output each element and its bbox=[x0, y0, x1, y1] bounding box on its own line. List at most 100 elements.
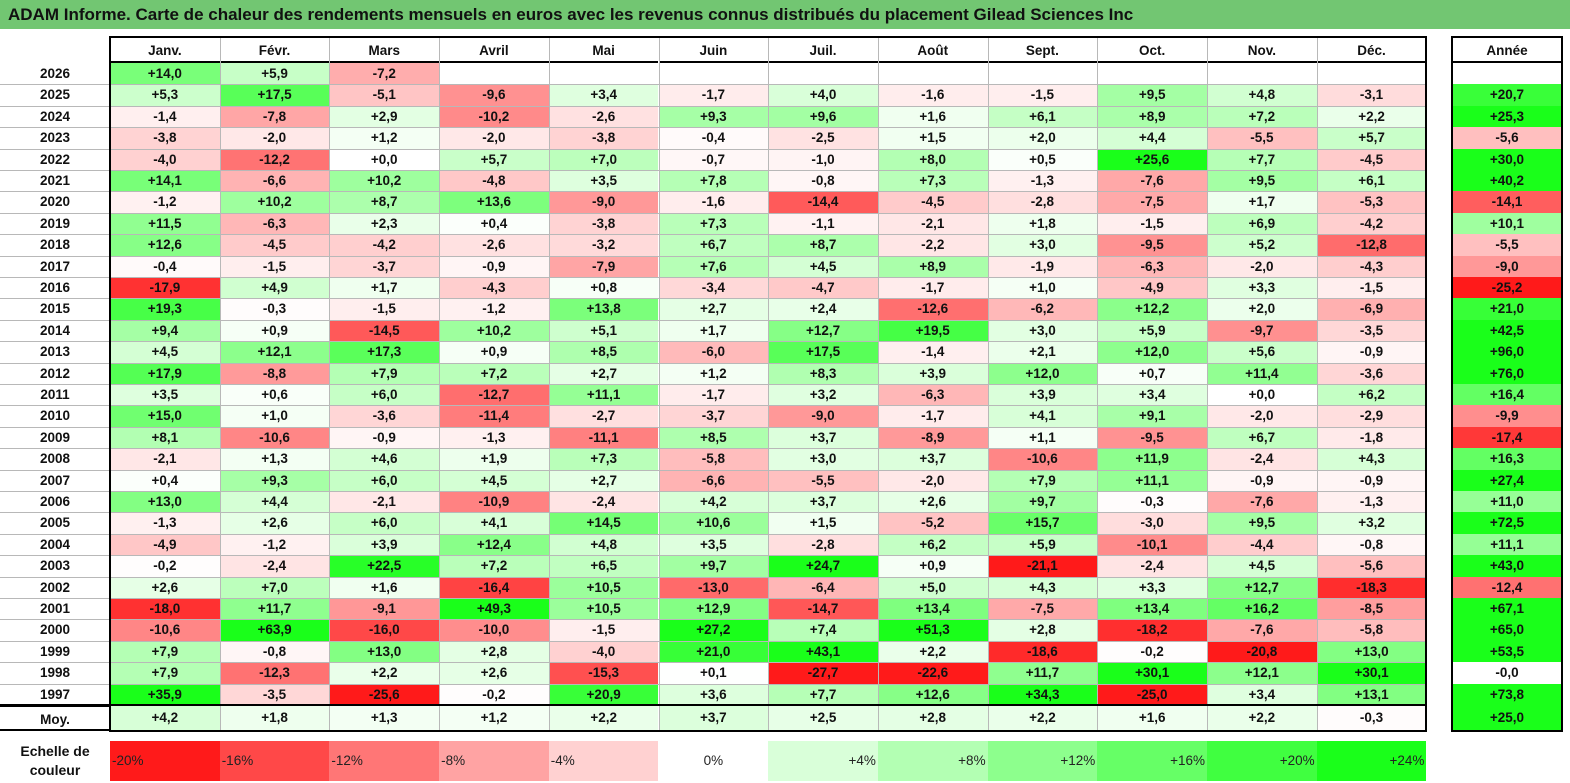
heat-cell: +13,0 bbox=[329, 640, 440, 663]
heat-cell: +11,5 bbox=[110, 212, 220, 235]
heat-cell: +1,5 bbox=[768, 512, 878, 534]
color-scale-swatch: -4% bbox=[548, 741, 659, 781]
heat-cell: +2,1 bbox=[987, 341, 1098, 363]
row-year-label: 2009 bbox=[0, 426, 110, 449]
heat-cell: +12,0 bbox=[987, 362, 1098, 384]
heat-cell: -8,5 bbox=[1316, 598, 1427, 620]
average-cell: +1,6 bbox=[1097, 705, 1207, 731]
heat-cell: -21,1 bbox=[987, 555, 1098, 577]
heat-cell: +14,1 bbox=[110, 170, 220, 192]
heat-cell: +4,4 bbox=[1097, 127, 1207, 149]
color-scale-swatch: +12% bbox=[987, 741, 1098, 781]
heat-cell: -1,7 bbox=[877, 277, 988, 299]
heat-cell: -1,8 bbox=[1316, 426, 1427, 449]
average-cell: +1,8 bbox=[219, 705, 330, 731]
heat-cell: -1,2 bbox=[219, 533, 330, 556]
heat-cell: -3,6 bbox=[329, 405, 440, 427]
grid-line bbox=[0, 426, 1427, 428]
heat-cell: +17,5 bbox=[219, 84, 330, 106]
average-cell: +2,2 bbox=[548, 705, 659, 731]
heat-cell: +5,9 bbox=[987, 533, 1098, 556]
heat-cell: -1,6 bbox=[877, 84, 988, 106]
heat-cell: -2,5 bbox=[768, 127, 878, 149]
heat-cell: +8,7 bbox=[768, 234, 878, 256]
heat-cell: +2,0 bbox=[1207, 298, 1317, 320]
grid-line bbox=[0, 640, 1427, 642]
year-average-cell: +25,0 bbox=[1452, 705, 1562, 731]
heat-cell: -2,1 bbox=[110, 448, 220, 470]
column-header: Mai bbox=[548, 37, 659, 63]
heat-cell: +13,0 bbox=[1316, 640, 1427, 663]
heat-cell: -8,9 bbox=[877, 426, 988, 449]
heat-cell: +17,3 bbox=[329, 341, 440, 363]
heat-cell: +4,2 bbox=[658, 491, 769, 513]
heat-cell: +17,9 bbox=[110, 362, 220, 384]
heat-cell: +5,1 bbox=[548, 319, 659, 342]
heat-cell: -10,6 bbox=[987, 448, 1098, 470]
heat-cell: -2,9 bbox=[1316, 405, 1427, 427]
row-year-label: 2020 bbox=[0, 191, 110, 213]
heat-cell: -1,3 bbox=[1316, 491, 1427, 513]
heat-cell: +3,5 bbox=[548, 170, 659, 192]
heat-cell: +0,0 bbox=[1207, 384, 1317, 406]
average-cell: -0,3 bbox=[1316, 705, 1427, 731]
heat-cell bbox=[1097, 63, 1207, 85]
heat-cell: +4,8 bbox=[1207, 84, 1317, 106]
heat-cell: -1,7 bbox=[877, 405, 988, 427]
heat-cell: +3,7 bbox=[877, 448, 988, 470]
heat-cell bbox=[987, 63, 1098, 85]
grid-line bbox=[0, 127, 1427, 129]
heat-cell: +9,3 bbox=[219, 469, 330, 491]
row-year-label: 2018 bbox=[0, 234, 110, 256]
heat-cell: -2,7 bbox=[548, 405, 659, 427]
heat-cell: +14,0 bbox=[110, 63, 220, 85]
grid-line bbox=[0, 555, 1427, 557]
heat-cell: -1,7 bbox=[658, 384, 769, 406]
heat-cell: -7,9 bbox=[548, 255, 659, 277]
heat-cell: -14,7 bbox=[768, 598, 878, 620]
heat-cell: +8,9 bbox=[1097, 105, 1207, 128]
grid-line bbox=[0, 405, 1427, 407]
year-total-cell: +16,3 bbox=[1452, 448, 1562, 470]
column-header: Août bbox=[877, 37, 988, 63]
heat-cell: +3,4 bbox=[548, 84, 659, 106]
heat-cell: +13,4 bbox=[877, 598, 988, 620]
heat-cell: +51,3 bbox=[877, 619, 988, 641]
row-year-label: 2002 bbox=[0, 576, 110, 598]
year-total-cell: +20,7 bbox=[1452, 84, 1562, 106]
row-year-label: 2006 bbox=[0, 491, 110, 513]
heat-cell: -3,4 bbox=[658, 277, 769, 299]
heat-cell: +12,7 bbox=[768, 319, 878, 342]
heat-cell: +0,9 bbox=[439, 341, 549, 363]
heat-cell: +8,3 bbox=[768, 362, 878, 384]
column-header: Nov. bbox=[1207, 37, 1317, 63]
color-scale-swatch: +8% bbox=[877, 741, 988, 781]
grid-line bbox=[0, 84, 1427, 86]
heat-cell: +0,6 bbox=[219, 384, 330, 406]
year-total-cell: +72,5 bbox=[1452, 512, 1562, 534]
average-cell: +2,8 bbox=[877, 705, 988, 731]
heat-cell: +1,6 bbox=[329, 576, 440, 598]
heat-cell: +3,5 bbox=[110, 384, 220, 406]
heat-cell: +1,2 bbox=[658, 362, 769, 384]
heat-cell: -0,3 bbox=[1097, 491, 1207, 513]
row-year-label: 2013 bbox=[0, 341, 110, 363]
heat-cell: -6,0 bbox=[658, 341, 769, 363]
row-year-label: 1999 bbox=[0, 640, 110, 663]
heat-cell: +4,8 bbox=[548, 533, 659, 556]
heat-cell: -8,8 bbox=[219, 362, 330, 384]
heat-cell: +4,3 bbox=[987, 576, 1098, 598]
heat-cell: +3,3 bbox=[1097, 576, 1207, 598]
heat-cell: +3,0 bbox=[768, 448, 878, 470]
heat-cell: -17,9 bbox=[110, 277, 220, 299]
heat-cell bbox=[768, 63, 878, 85]
heat-cell: -6,6 bbox=[219, 170, 330, 192]
heat-cell: +14,5 bbox=[548, 512, 659, 534]
row-year-label: 2017 bbox=[0, 255, 110, 277]
heat-cell: -4,5 bbox=[877, 191, 988, 213]
heat-cell: +7,6 bbox=[658, 255, 769, 277]
heat-cell: -10,6 bbox=[219, 426, 330, 449]
row-year-label: 2005 bbox=[0, 512, 110, 534]
heat-cell: +7,0 bbox=[219, 576, 330, 598]
heat-cell: +6,0 bbox=[329, 512, 440, 534]
